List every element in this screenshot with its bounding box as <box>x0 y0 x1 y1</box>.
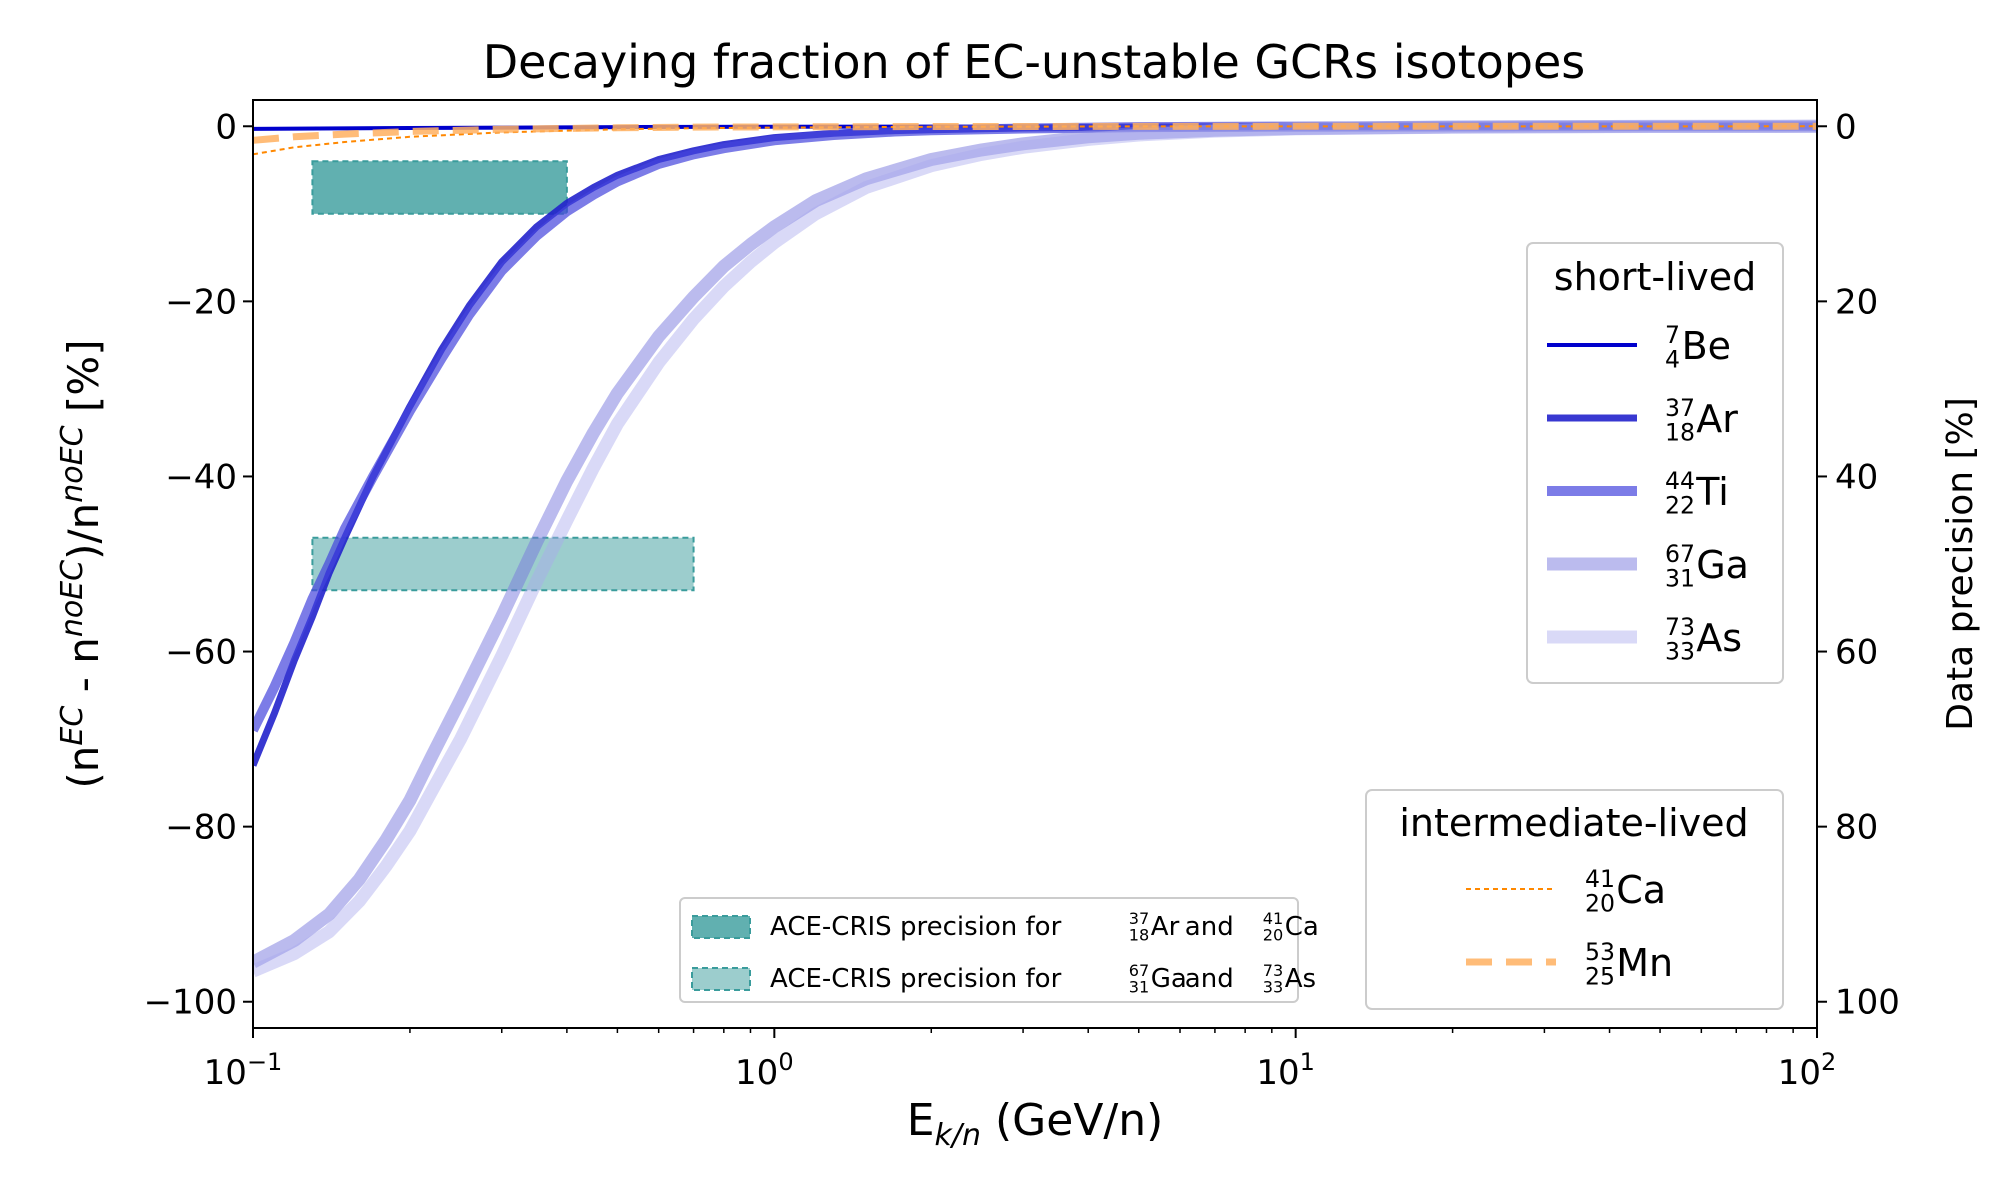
x-tick-label-1: 100 <box>735 1048 794 1093</box>
plot-clipped <box>253 119 1817 978</box>
plot-frame <box>252 99 1818 1029</box>
y-tick-label-0: 0 <box>215 107 237 147</box>
legend-entry-mn-atomic: 25 <box>1585 962 1615 990</box>
legend-entry-mn-mass: 53 <box>1585 938 1615 966</box>
legend-intermediate-lived-title: intermediate-lived <box>1399 801 1748 845</box>
chart-title: Decaying fraction of EC-unstable GCRs is… <box>483 35 1586 89</box>
series-line-as <box>253 119 1817 978</box>
legend-entry-ti-symbol: Ti <box>1695 470 1729 514</box>
y-axis-label: (nEC - nnoEC)/nnoEC [%] <box>55 339 108 788</box>
y-tick-label-3: −60 <box>165 633 237 673</box>
legend-entry-as-symbol: As <box>1696 616 1742 660</box>
legend-entry-be-atomic: 4 <box>1665 345 1680 373</box>
legend-entry-ti-mass: 44 <box>1665 467 1695 495</box>
legend-entry-ga-mass: 67 <box>1665 540 1695 568</box>
legend-entry-as-mass: 73 <box>1665 613 1695 641</box>
legend-entry-as-atomic: 33 <box>1665 637 1695 665</box>
legend-entry-be: 74 Be <box>1665 321 1731 373</box>
legend-intermediate-lived-frame <box>1365 789 1784 1010</box>
y-tick-label-2: −40 <box>165 457 237 497</box>
legend-entry-ca-mass: 41 <box>1585 865 1615 893</box>
legend-precision-isotope-1-1-atomic: 31 <box>1129 978 1150 997</box>
legend-precision-isotope-0-3-symbol: Ca <box>1285 912 1319 942</box>
legend-precision-isotope-0-1-mass: 37 <box>1129 909 1150 928</box>
series-line-ca <box>253 125 1817 156</box>
x-axis-label: Ek/n (GeV/n) <box>907 1095 1164 1153</box>
legend-precision-text-0-0: ACE-CRIS precision for <box>770 912 1062 942</box>
legend-precision-text-0-2: and <box>1185 912 1234 942</box>
legend-precision-isotope-1-3-symbol: As <box>1285 964 1316 994</box>
legend-entry-ga-symbol: Ga <box>1696 543 1749 587</box>
y-tick-label-4: −80 <box>165 808 237 848</box>
series-line-mn <box>253 122 1817 144</box>
right-tick-label-3: 60 <box>1835 633 1878 673</box>
right-tick-label-5: 100 <box>1835 983 1900 1023</box>
legend-precision-swatch-1 <box>691 967 751 991</box>
legend-precision-isotope-0-3-mass: 41 <box>1263 909 1284 928</box>
right-axis-label: Data precision [%] <box>1940 397 1981 731</box>
legend-precision-isotope-0-1-symbol: Ar <box>1151 912 1180 942</box>
legend-entry-ar-atomic: 18 <box>1665 418 1695 446</box>
legend-entry-ar-mass: 37 <box>1665 394 1695 422</box>
legend-entry-ti-atomic: 22 <box>1665 491 1695 519</box>
axes: 10−1 100 101 102 0 −20 −40 −60 −80 −100 0 20 40 60 80 1… <box>55 99 1981 1153</box>
legend-short-lived-frame <box>1526 242 1784 684</box>
precision-box-1 <box>311 160 568 215</box>
legend-precision-frame <box>679 897 1299 1003</box>
y-tick-label-1: −20 <box>165 282 237 322</box>
right-tick-label-2: 40 <box>1835 457 1878 497</box>
series-line-ga <box>253 119 1817 969</box>
legend-precision-swatch-0 <box>691 915 751 939</box>
right-tick-label-4: 80 <box>1835 808 1878 848</box>
precision-box-2 <box>311 536 695 592</box>
legend-precision-isotope-1-3-atomic: 33 <box>1263 978 1284 997</box>
legend-entry-be-symbol: Be <box>1682 324 1731 368</box>
legend-entry-ca-atomic: 20 <box>1585 889 1615 917</box>
right-tick-label-1: 20 <box>1835 282 1878 322</box>
x-tick-label-3: 102 <box>1778 1048 1837 1093</box>
plot-area <box>253 119 1817 978</box>
legend-precision-isotope-0-1-atomic: 18 <box>1129 926 1150 945</box>
x-tick-label-0: 10−1 <box>204 1048 283 1093</box>
x-tick-label-2: 101 <box>1256 1048 1315 1093</box>
legend-entry-ca-symbol: Ca <box>1616 868 1666 912</box>
legend-entry-be-mass: 7 <box>1665 321 1680 349</box>
legend-precision-isotope-1-3-mass: 73 <box>1263 961 1284 980</box>
legend-short-lived-title: short-lived <box>1554 255 1756 299</box>
legend-precision-isotope-0-3-atomic: 20 <box>1263 926 1284 945</box>
legend-precision-isotope-1-1-mass: 67 <box>1129 961 1150 980</box>
legend-precision-text-1-0: ACE-CRIS precision for <box>770 964 1062 994</box>
legend-precision-text-1-2: and <box>1185 964 1234 994</box>
legend-entry-ar-symbol: Ar <box>1696 397 1738 441</box>
legend-entry-mn-symbol: Mn <box>1616 941 1673 985</box>
legend-entry-ga-atomic: 31 <box>1665 564 1695 592</box>
legend-precision-isotope-1-1-symbol: Ga <box>1151 964 1187 994</box>
y-tick-label-5: −100 <box>144 983 237 1023</box>
right-tick-label-0: 0 <box>1835 107 1857 147</box>
